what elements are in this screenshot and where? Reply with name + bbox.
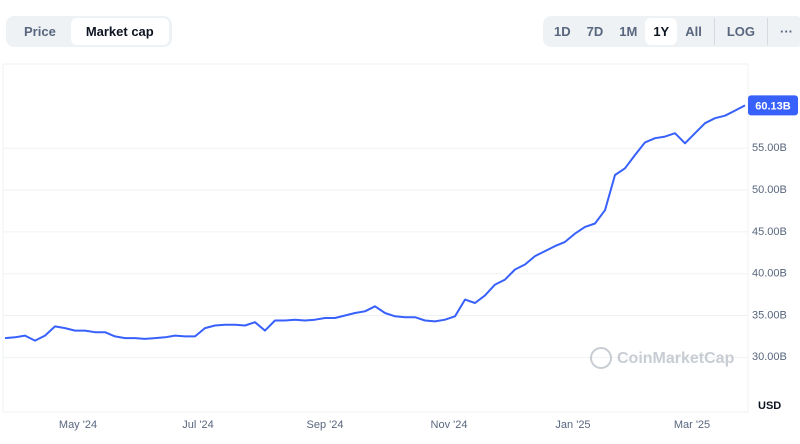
- more-button[interactable]: ···: [767, 18, 800, 45]
- range-button[interactable]: All: [685, 24, 702, 39]
- price-line: [4, 104, 746, 342]
- range-button[interactable]: 1D: [554, 24, 571, 39]
- value-label: 60.13B: [755, 100, 791, 112]
- x-tick-label: Mar '25: [674, 419, 710, 431]
- watermark-logo: [590, 347, 612, 369]
- unit-label: USD: [758, 400, 781, 412]
- y-tick-label: 40.00B: [752, 268, 787, 280]
- y-tick-label: 55.00B: [752, 142, 787, 154]
- tab[interactable]: Market cap: [70, 18, 169, 45]
- x-tick-label: May '24: [59, 419, 97, 431]
- x-tick-label: Jan '25: [555, 419, 590, 431]
- range-group: 1D 7D 1M 1Y All LOG ···: [543, 16, 800, 47]
- value-badge: [748, 95, 798, 116]
- y-tick-label: 50.00B: [752, 184, 787, 196]
- y-tick-label: 45.00B: [752, 226, 787, 238]
- range-button[interactable]: 7D: [586, 24, 604, 39]
- x-tick-label: Sep '24: [307, 419, 344, 431]
- y-tick-label: 35.00B: [752, 309, 787, 321]
- tab-group: Price Market cap: [6, 16, 172, 47]
- range-button[interactable]: 1M: [619, 24, 638, 39]
- watermark: CoinMarketCap: [590, 347, 735, 369]
- x-tick-label: Jul '24: [182, 419, 213, 431]
- tab[interactable]: Price: [24, 24, 56, 39]
- plot-frame: [2, 63, 749, 413]
- x-tick-label: Nov '24: [431, 419, 468, 431]
- log-toggle[interactable]: LOG: [713, 18, 763, 45]
- range-button[interactable]: 1Y: [645, 18, 678, 45]
- watermark-text: CoinMarketCap: [617, 350, 735, 367]
- y-tick-label: 30.00B: [752, 351, 787, 363]
